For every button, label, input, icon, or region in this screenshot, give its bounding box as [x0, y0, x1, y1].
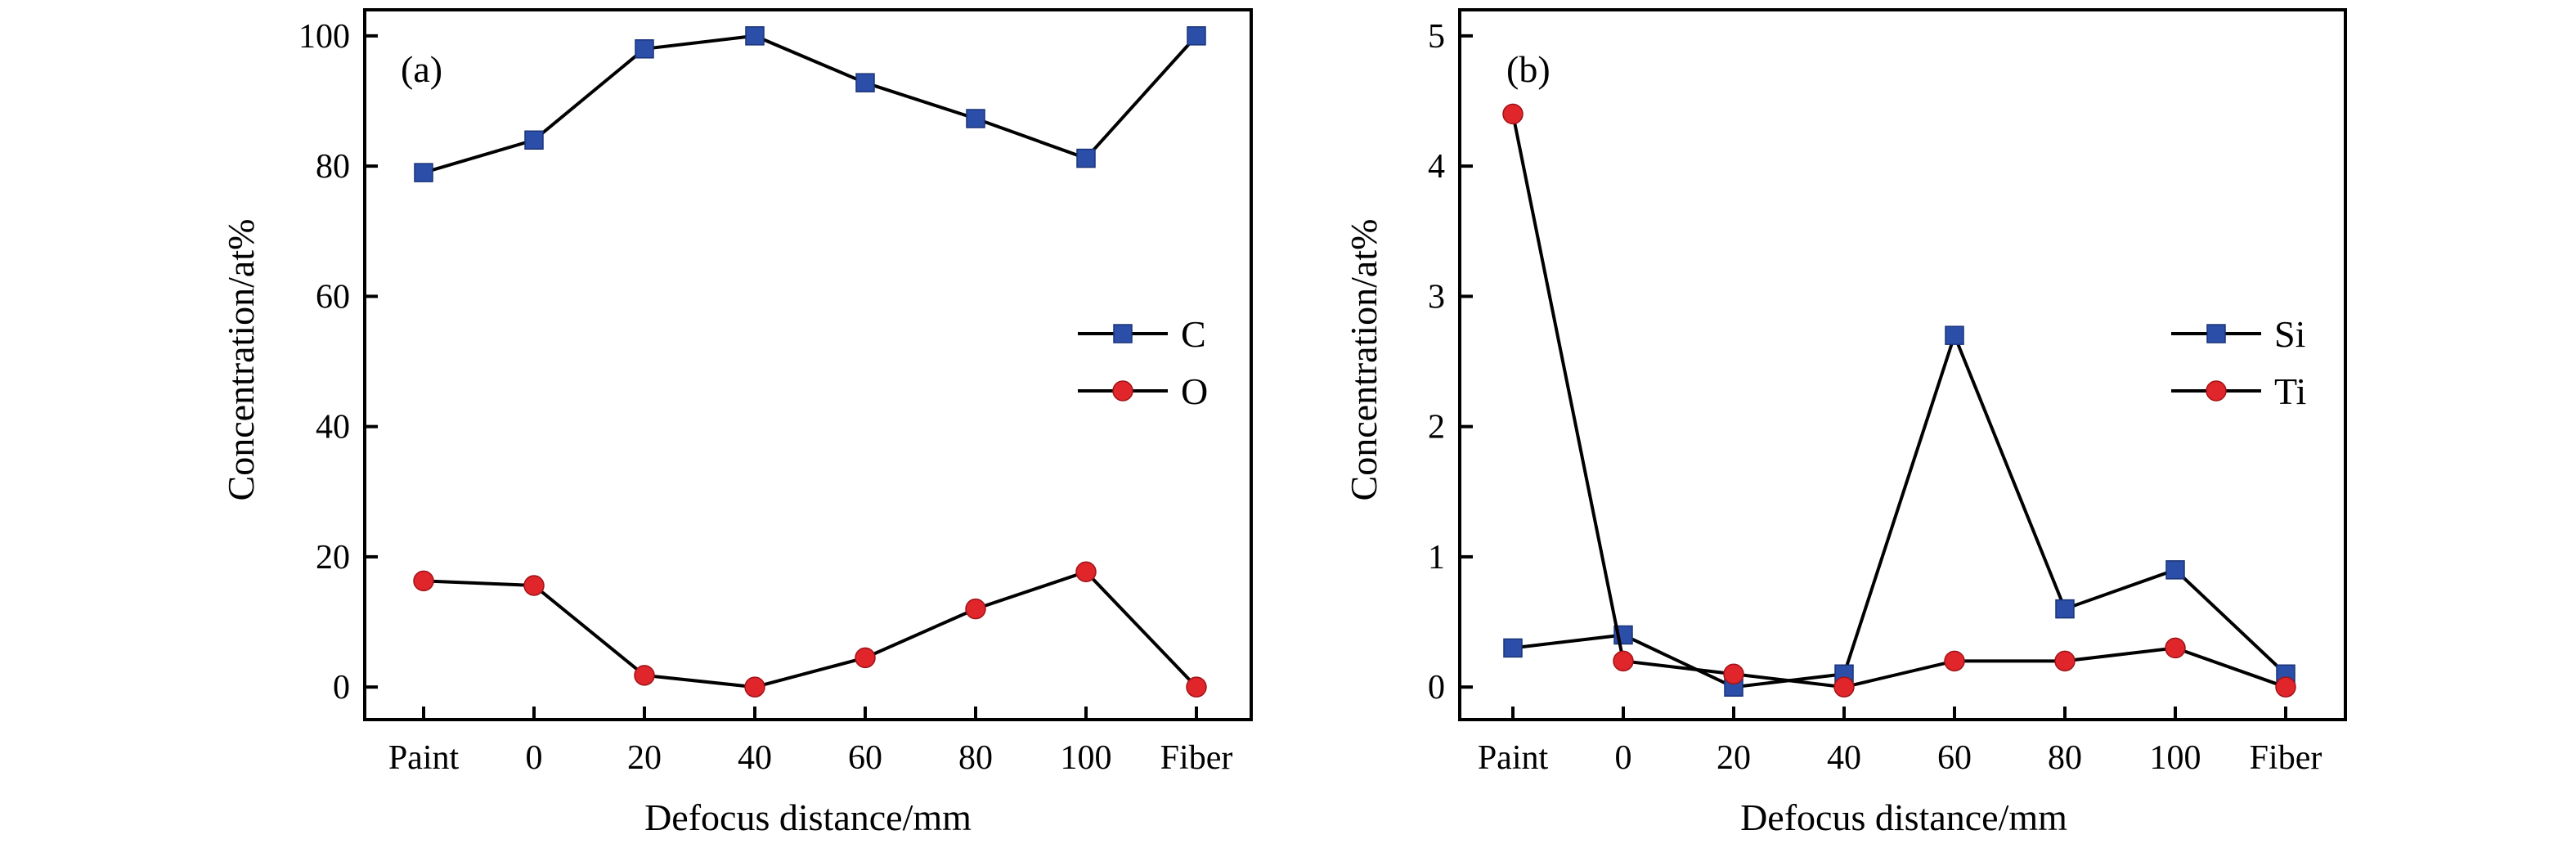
- data-point-o-a: [634, 665, 655, 686]
- panel-label-a: (a): [401, 48, 442, 90]
- legend-label: Ti: [2274, 370, 2306, 412]
- y-tick-label-a: 20: [316, 539, 350, 577]
- legend-item-ti-b: Ti: [2171, 370, 2306, 412]
- data-point-c-a: [966, 109, 985, 128]
- x-tick-label-b: 80: [2048, 739, 2082, 777]
- chart-panel-b: (b) Defocus distance/mm Concentration/at…: [1343, 8, 2347, 838]
- x-tick-label-b: 20: [1717, 739, 1751, 777]
- plot-frame-b: [1458, 8, 2347, 721]
- data-point-o-a: [1075, 561, 1097, 582]
- data-point-ti-b: [1502, 103, 1524, 125]
- legend-label: O: [1181, 370, 1208, 412]
- data-point-c-a: [414, 163, 433, 182]
- y-tick-label-a: 100: [298, 18, 350, 56]
- x-tick-label-a: Paint: [388, 739, 460, 777]
- legend-marker-circle: [1112, 380, 1133, 402]
- x-tick-label-a: 0: [526, 739, 543, 777]
- y-tick-label-b: 0: [1428, 669, 1445, 707]
- data-point-c-a: [1187, 26, 1206, 46]
- data-point-ti-b: [1723, 663, 1744, 685]
- x-tick-label-a: 100: [1061, 739, 1112, 777]
- legend-marker-circle: [2206, 380, 2227, 402]
- data-point-ti-b: [2165, 637, 2186, 659]
- legend-label: C: [1181, 313, 1206, 355]
- chart-panel-a: (a) Defocus distance/mm Concentration/at…: [220, 8, 1253, 838]
- y-tick-label-a: 60: [316, 278, 350, 316]
- data-point-ti-b: [2054, 650, 2076, 672]
- y-axis-title-b: Concentration/at%: [1343, 219, 1384, 501]
- legend-item-c-a: C: [1078, 313, 1206, 355]
- data-point-ti-b: [1613, 650, 1634, 672]
- legend-marker-square: [1113, 324, 1133, 343]
- data-point-c-a: [1076, 148, 1096, 168]
- y-tick-label-a: 80: [316, 148, 350, 186]
- x-tick-label-b: 60: [1937, 739, 1972, 777]
- x-tick-label-b: 0: [1615, 739, 1632, 777]
- data-point-ti-b: [2275, 676, 2296, 698]
- data-point-c-a: [524, 130, 544, 150]
- y-tick-label-b: 1: [1428, 539, 1445, 577]
- data-point-o-a: [855, 647, 876, 669]
- data-point-o-a: [744, 676, 765, 698]
- x-axis-title-b: Defocus distance/mm: [1740, 796, 2067, 838]
- data-point-o-a: [413, 570, 434, 592]
- x-axis-title-a: Defocus distance/mm: [644, 796, 972, 838]
- plot-frame-a: [363, 8, 1253, 721]
- data-point-o-a: [1186, 676, 1207, 698]
- data-point-ti-b: [1944, 650, 1965, 672]
- y-tick-label-b: 3: [1428, 278, 1445, 316]
- series-line-si-b: [1512, 330, 2287, 689]
- data-point-c-a: [855, 73, 875, 92]
- x-tick-label-b: Paint: [1478, 739, 1549, 777]
- y-tick-label-a: 40: [316, 409, 350, 446]
- x-tick-label-a: 40: [738, 739, 772, 777]
- data-point-o-a: [523, 575, 545, 596]
- data-point-si-b: [2165, 560, 2185, 580]
- y-tick-label-b: 5: [1428, 18, 1445, 56]
- data-point-o-a: [965, 598, 986, 620]
- legend-item-o-a: O: [1078, 370, 1208, 412]
- y-axis-title-a: Concentration/at%: [220, 219, 262, 501]
- series-line-ti-b: [1511, 114, 2287, 689]
- y-tick-label-a: 0: [333, 669, 350, 707]
- x-tick-label-b: 100: [2150, 739, 2201, 777]
- series-line-o-a: [423, 569, 1198, 689]
- y-tick-label-b: 2: [1428, 409, 1445, 446]
- data-point-c-a: [745, 26, 765, 46]
- panel-label-b: (b): [1506, 48, 1551, 90]
- data-point-c-a: [635, 39, 654, 59]
- series-line-c-a: [423, 34, 1198, 175]
- y-tick-label-b: 4: [1428, 148, 1445, 186]
- data-point-si-b: [1503, 638, 1523, 658]
- data-point-ti-b: [1833, 676, 1855, 698]
- x-tick-label-b: Fiber: [2250, 739, 2322, 777]
- data-point-si-b: [1945, 325, 1964, 345]
- data-point-si-b: [2055, 599, 2075, 619]
- x-tick-label-b: 40: [1827, 739, 1861, 777]
- legend-label: Si: [2274, 313, 2305, 355]
- legend-item-si-b: Si: [2171, 313, 2305, 355]
- x-tick-label-a: 20: [627, 739, 662, 777]
- legend-marker-square: [2206, 324, 2226, 343]
- x-tick-label-a: 60: [848, 739, 882, 777]
- x-tick-label-a: Fiber: [1160, 739, 1233, 777]
- x-tick-label-a: 80: [958, 739, 993, 777]
